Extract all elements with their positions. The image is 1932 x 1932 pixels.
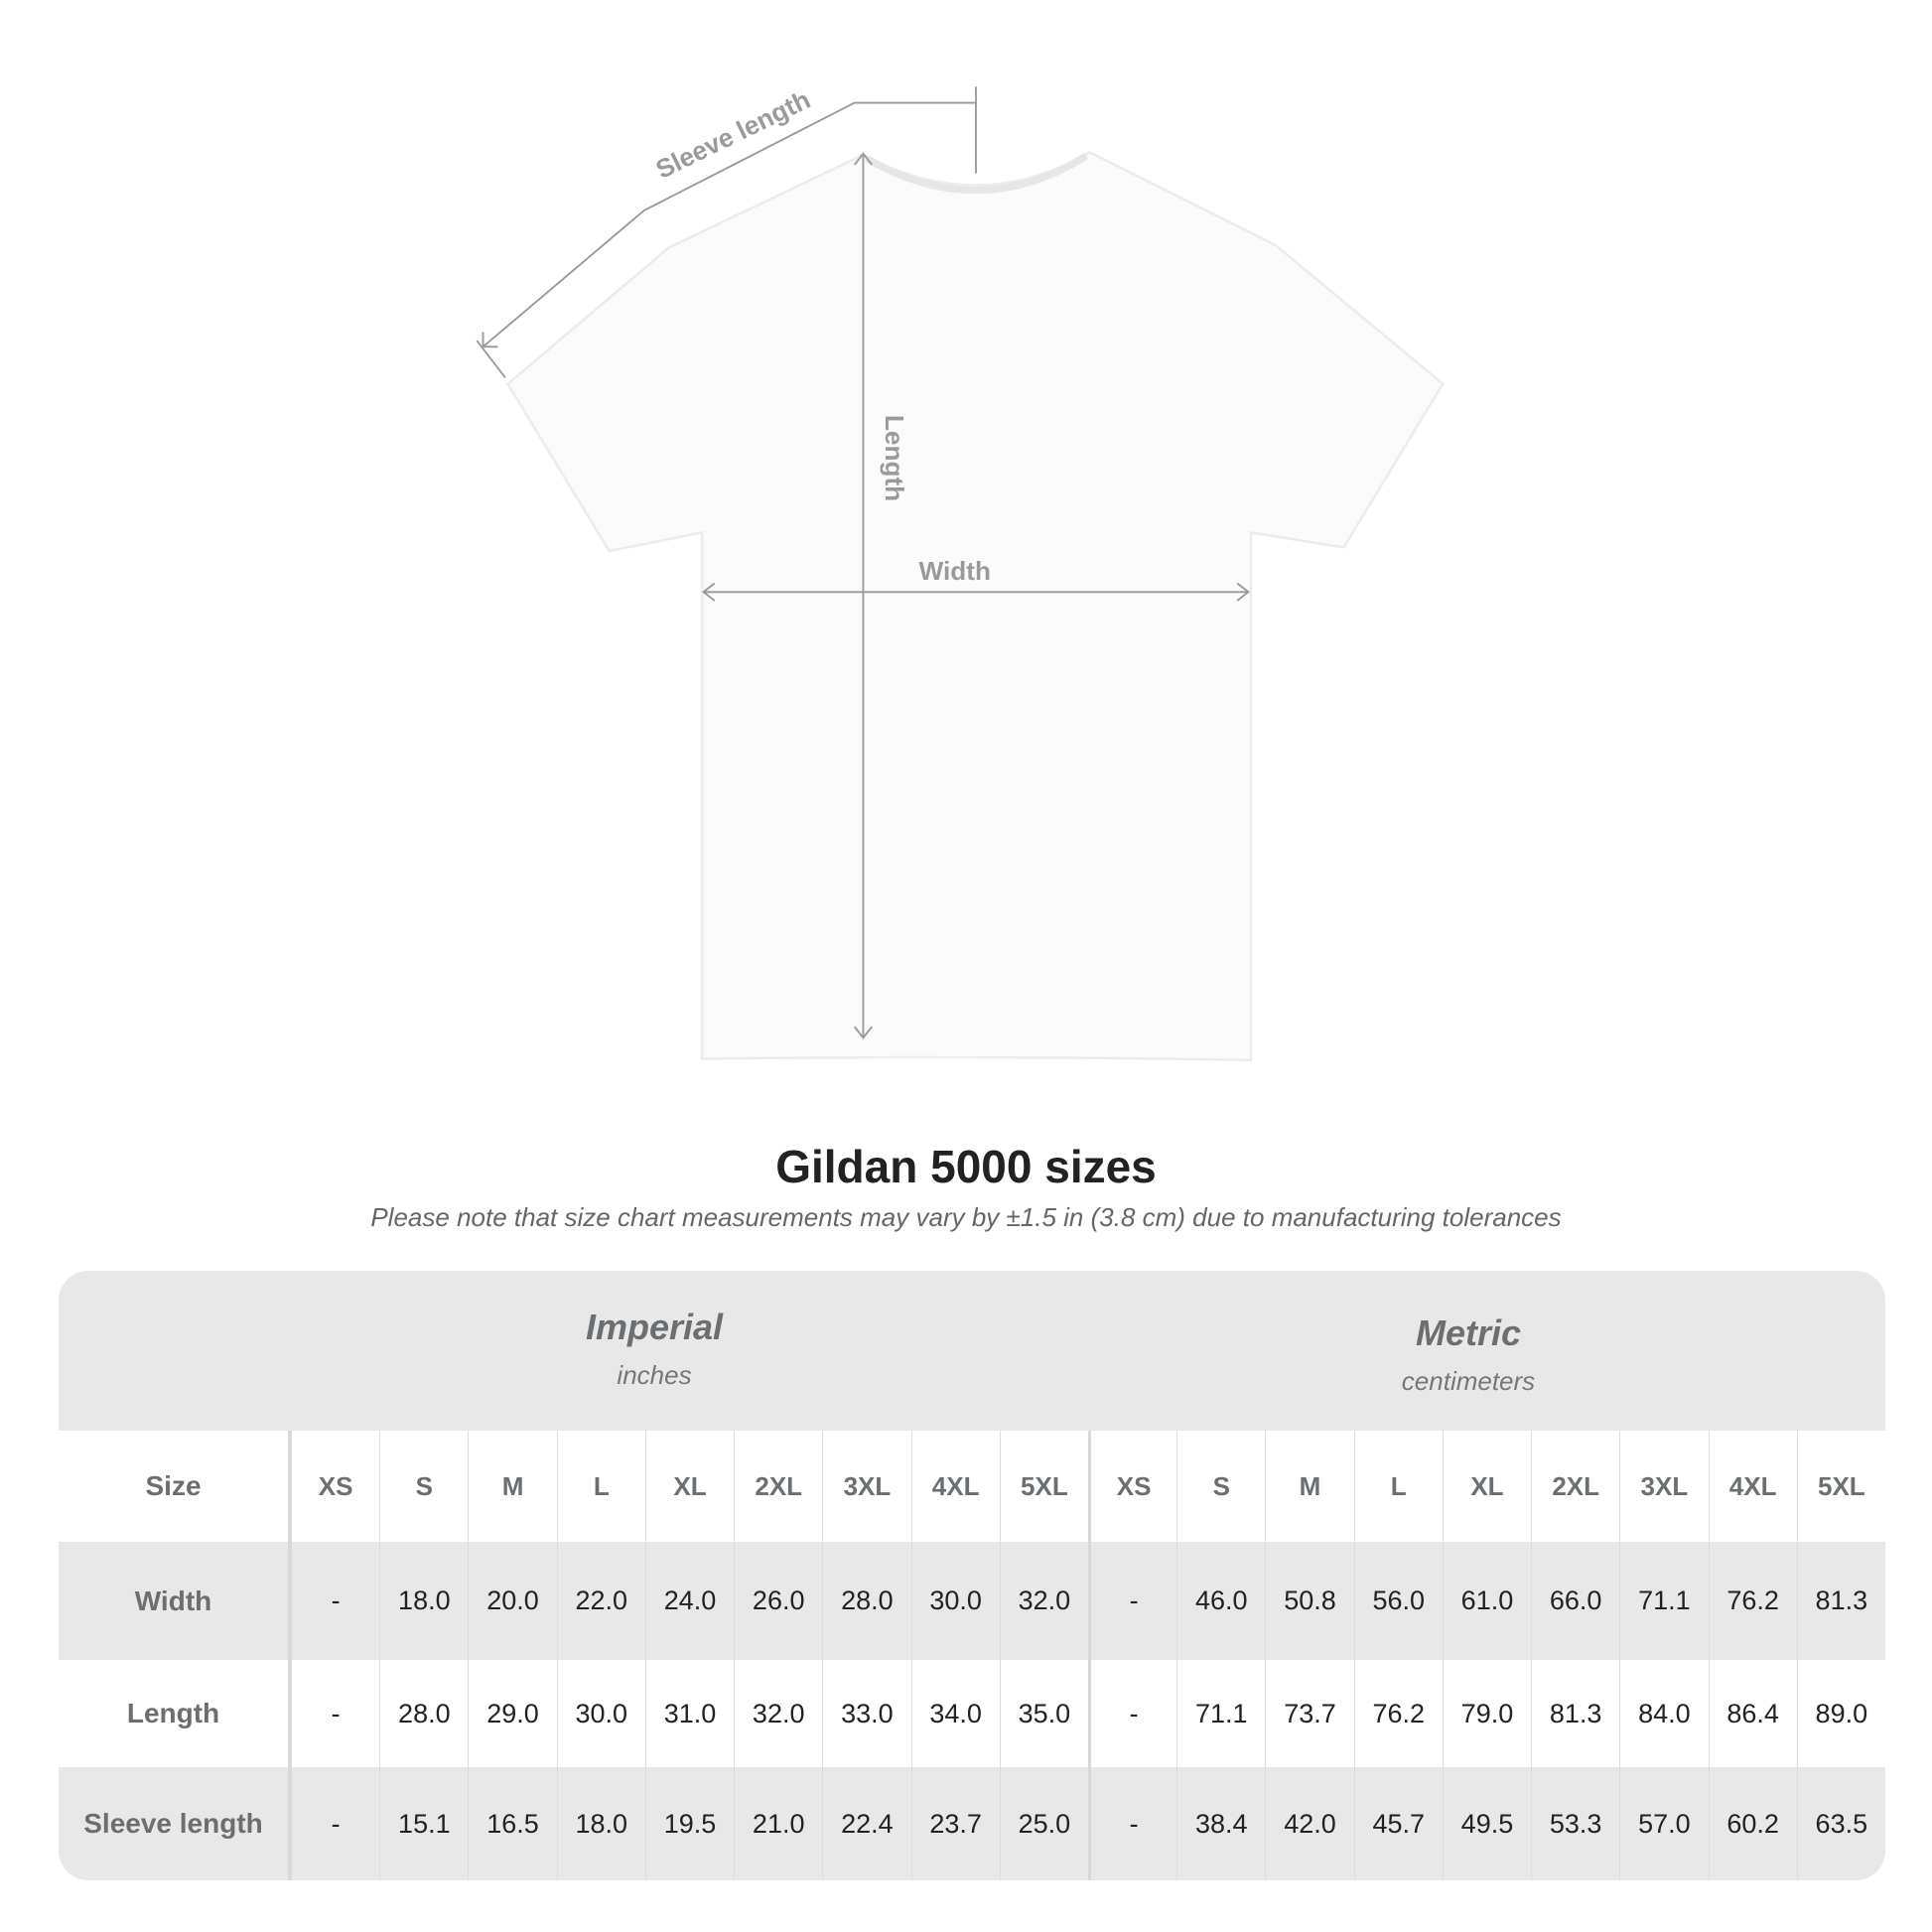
metric-value-cell: 53.3	[1531, 1767, 1620, 1880]
imperial-value-cell: 28.0	[822, 1542, 911, 1660]
metric-value-cell: 66.0	[1531, 1542, 1620, 1660]
metric-value-cell: 42.0	[1265, 1767, 1354, 1880]
metric-value-cell: -	[1087, 1542, 1177, 1660]
imperial-size-5XL: 5XL	[999, 1431, 1088, 1542]
imperial-value-cell: 33.0	[822, 1660, 910, 1767]
imperial-value-cell: -	[291, 1660, 379, 1767]
imperial-value-cell: 26.0	[734, 1542, 823, 1660]
imperial-value-cell: 28.0	[379, 1660, 468, 1767]
row-label: Width	[59, 1542, 291, 1660]
imperial-value-cell: 25.0	[999, 1767, 1088, 1880]
imperial-value-cell: 20.0	[468, 1542, 557, 1660]
imperial-value-cell: -	[291, 1767, 380, 1880]
imperial-value-cell: 32.0	[999, 1542, 1088, 1660]
row-label: Sleeve length	[59, 1767, 291, 1880]
imperial-value-cell: 22.0	[556, 1542, 645, 1660]
tolerance-note: Please note that size chart measurements…	[370, 1202, 1562, 1232]
metric-value-cell: 46.0	[1176, 1542, 1266, 1660]
metric-value-cell: 79.0	[1442, 1660, 1531, 1767]
imperial-value-cell: 31.0	[644, 1660, 734, 1767]
imperial-value-cell: 15.1	[379, 1767, 469, 1880]
imperial-title: Imperial	[585, 1307, 724, 1347]
imperial-value-cell: 22.4	[822, 1767, 911, 1880]
metric-size-S: S	[1176, 1431, 1265, 1542]
imperial-value-cell: 30.0	[556, 1660, 645, 1767]
imperial-size-L: L	[556, 1431, 645, 1542]
metric-value-cell: 81.3	[1531, 1660, 1619, 1767]
imperial-value-cell: 24.0	[644, 1542, 735, 1660]
metric-value-cell: 63.5	[1796, 1767, 1885, 1880]
metric-value-cell: 73.7	[1265, 1660, 1353, 1767]
chart-title: Gildan 5000 sizes	[775, 1141, 1157, 1192]
width-label: Width	[919, 556, 991, 586]
sleeve-length-label: Sleeve length	[651, 84, 815, 185]
metric-value-cell: 60.2	[1708, 1767, 1797, 1880]
metric-value-cell: 71.1	[1176, 1660, 1265, 1767]
metric-value-cell: 89.0	[1796, 1660, 1885, 1767]
metric-size-L: L	[1353, 1431, 1443, 1542]
metric-value-cell: 84.0	[1619, 1660, 1708, 1767]
imperial-value-cell: -	[291, 1542, 380, 1660]
metric-value-cell: 86.4	[1708, 1660, 1797, 1767]
units-header: Imperial inches Metric centimeters	[59, 1271, 1885, 1431]
metric-value-cell: 57.0	[1619, 1767, 1709, 1880]
metric-value-cell: -	[1087, 1767, 1177, 1880]
imperial-value-cell: 29.0	[468, 1660, 556, 1767]
metric-size-3XL: 3XL	[1619, 1431, 1708, 1542]
imperial-size-4XL: 4XL	[910, 1431, 1000, 1542]
imperial-value-cell: 19.5	[644, 1767, 735, 1880]
metric-value-cell: 71.1	[1619, 1542, 1709, 1660]
sleeve-length-line	[482, 101, 976, 347]
tshirt-image	[505, 151, 1445, 1062]
imperial-size-XS: XS	[291, 1431, 379, 1542]
metric-size-XL: XL	[1442, 1431, 1531, 1542]
metric-value-cell: 38.4	[1176, 1767, 1266, 1880]
imperial-value-cell: 35.0	[999, 1660, 1088, 1767]
metric-size-XS: XS	[1087, 1431, 1176, 1542]
imperial-size-3XL: 3XL	[822, 1431, 910, 1542]
row-label: Length	[59, 1660, 291, 1767]
imperial-size-S: S	[379, 1431, 468, 1542]
imperial-header: Imperial inches	[356, 1307, 952, 1391]
imperial-value-cell: 16.5	[468, 1767, 557, 1880]
metric-unit: centimeters	[1401, 1366, 1536, 1396]
metric-size-4XL: 4XL	[1708, 1431, 1797, 1542]
imperial-value-cell: 21.0	[734, 1767, 823, 1880]
metric-value-cell: 76.2	[1708, 1542, 1797, 1660]
imperial-value-cell: 30.0	[910, 1542, 1000, 1660]
metric-value-cell: 56.0	[1353, 1542, 1443, 1660]
metric-title: Metric	[1415, 1312, 1522, 1353]
imperial-value-cell: 18.0	[379, 1542, 469, 1660]
size-header: Size	[59, 1431, 291, 1542]
imperial-value-cell: 32.0	[734, 1660, 822, 1767]
metric-value-cell: -	[1087, 1660, 1176, 1767]
imperial-size-M: M	[468, 1431, 556, 1542]
metric-value-cell: 49.5	[1442, 1767, 1532, 1880]
metric-value-cell: 45.7	[1353, 1767, 1443, 1880]
imperial-size-XL: XL	[644, 1431, 734, 1542]
metric-size-2XL: 2XL	[1531, 1431, 1619, 1542]
metric-size-M: M	[1265, 1431, 1353, 1542]
imperial-value-cell: 23.7	[910, 1767, 1000, 1880]
size-grid: Size XS S M L XL 2XL 3XL 4XL 5XL XS S M L XL 2XL 3XL 4XL 5…	[59, 1431, 1885, 1880]
imperial-value-cell: 34.0	[910, 1660, 1000, 1767]
imperial-size-2XL: 2XL	[734, 1431, 822, 1542]
metric-size-5XL: 5XL	[1796, 1431, 1885, 1542]
size-table: Imperial inches Metric centimeters Size X…	[59, 1271, 1885, 1880]
metric-value-cell: 50.8	[1265, 1542, 1354, 1660]
metric-header: Metric centimeters	[1171, 1312, 1766, 1397]
metric-value-cell: 76.2	[1353, 1660, 1443, 1767]
metric-value-cell: 61.0	[1442, 1542, 1532, 1660]
imperial-unit: inches	[617, 1360, 692, 1390]
metric-value-cell: 81.3	[1796, 1542, 1885, 1660]
imperial-value-cell: 18.0	[556, 1767, 645, 1880]
length-label: Length	[880, 415, 909, 501]
